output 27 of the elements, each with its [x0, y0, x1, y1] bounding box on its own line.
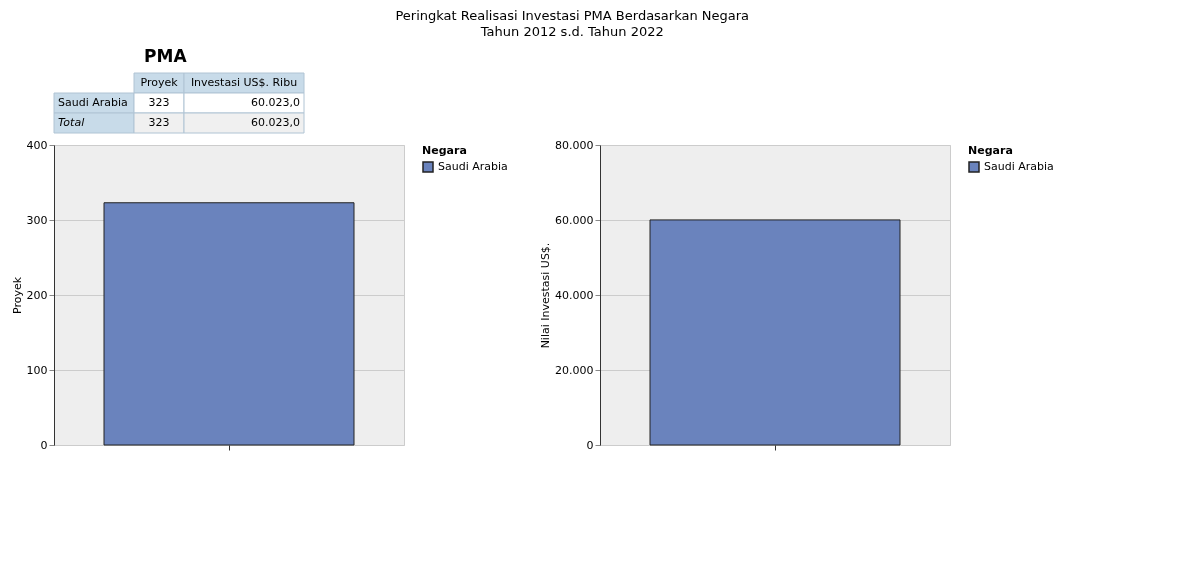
legend-label: Saudi Arabia [984, 160, 1054, 173]
y-axis-title: Proyek [10, 276, 24, 315]
text: Tahun 2012 s.d. Tahun 2022 [479, 24, 664, 39]
y-tick-label: 20.000 [555, 363, 594, 377]
text: 323 [148, 96, 170, 109]
legend-label: Saudi Arabia [438, 160, 508, 173]
text: 60.023,0 [251, 116, 300, 129]
text: Proyek [140, 76, 179, 89]
text: Investasi US$. Ribu [190, 76, 298, 89]
y-axis-title: Nilai Investasi US$. [539, 242, 553, 349]
y-tick-label: 80.000 [555, 138, 594, 152]
legend-title: Negara [968, 144, 1013, 157]
text: Peringkat Realisasi Investasi PMA Berdasarkan Negara [395, 8, 750, 23]
text: Saudi Arabia [58, 96, 128, 109]
y-tick-label: 40.000 [555, 288, 594, 302]
text: Total [58, 116, 85, 129]
legend-title: Negara [422, 144, 467, 157]
y-tick-label: 200 [26, 288, 48, 302]
y-tick-label: 300 [26, 213, 48, 227]
y-tick-label: 400 [26, 138, 48, 152]
text: PMA [144, 46, 188, 66]
text: 323 [148, 116, 170, 129]
text: 60.023,0 [251, 96, 300, 109]
y-tick-label: 100 [26, 363, 48, 377]
y-tick-label: 0 [586, 438, 594, 452]
y-tick-label: 60.000 [555, 213, 594, 227]
y-tick-label: 0 [40, 438, 48, 452]
